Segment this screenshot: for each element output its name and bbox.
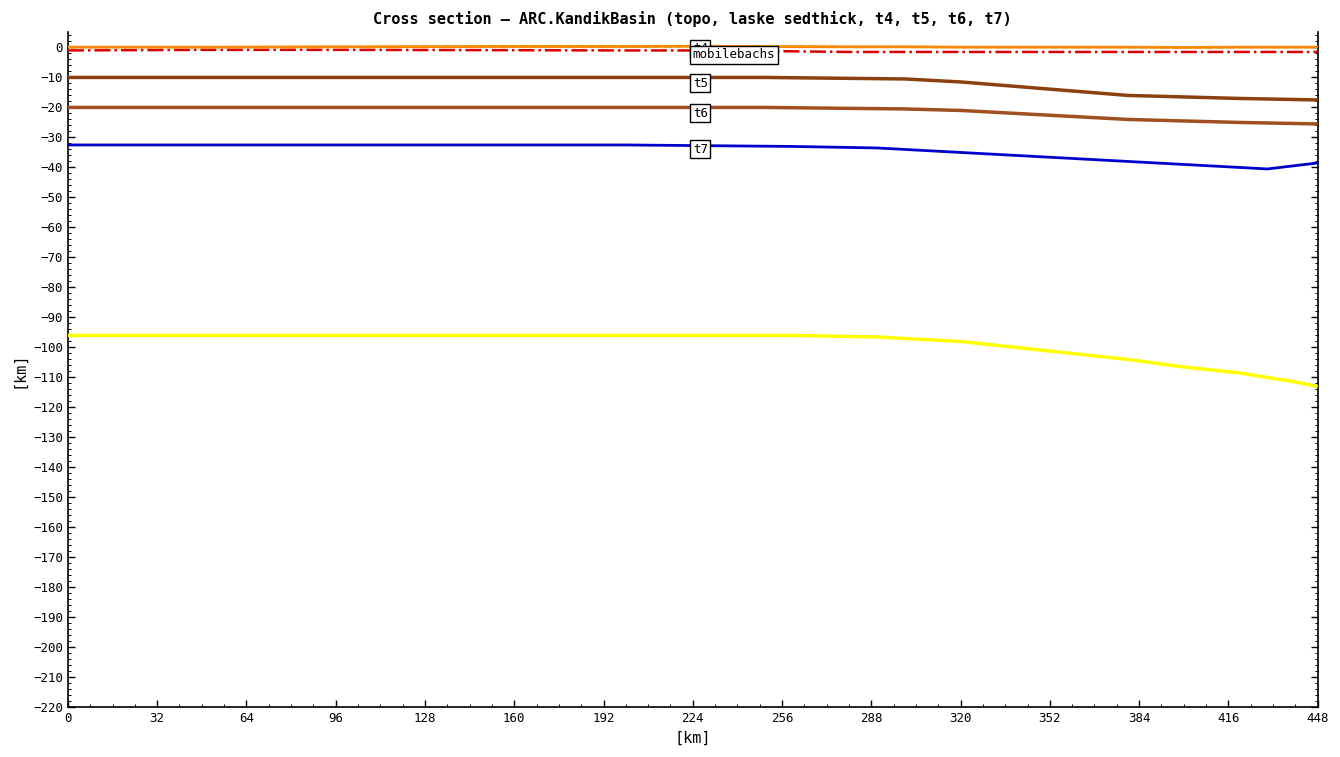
Text: t5: t5 [693, 77, 708, 90]
Title: Cross section – ARC.KandikBasin (topo, laske sedthick, t4, t5, t6, t7): Cross section – ARC.KandikBasin (topo, l… [374, 11, 1012, 27]
Text: t6: t6 [693, 107, 708, 120]
X-axis label: [km]: [km] [674, 731, 712, 746]
Text: t4: t4 [693, 42, 708, 55]
Text: mobilebachs: mobilebachs [693, 48, 776, 61]
Text: t7: t7 [693, 143, 708, 156]
Y-axis label: [km]: [km] [11, 352, 25, 388]
